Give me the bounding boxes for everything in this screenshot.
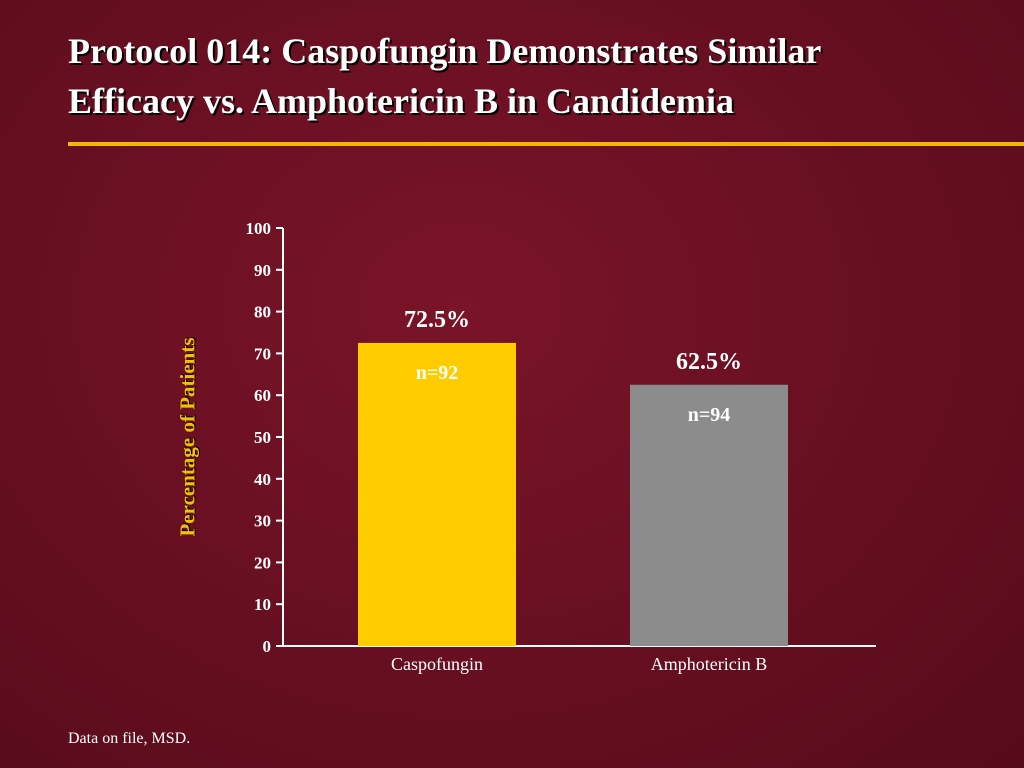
y-tick-label: 100: [246, 219, 272, 238]
slide-title-line1: Protocol 014: Caspofungin Demonstrates S…: [68, 31, 822, 71]
slide-title: Protocol 014: Caspofungin Demonstrates S…: [68, 26, 1008, 126]
bar-value-label: 72.5%: [404, 307, 470, 333]
y-tick-label: 50: [254, 428, 271, 447]
y-tick-label: 0: [263, 637, 272, 656]
y-tick-label: 90: [254, 261, 271, 280]
slide-title-line2: Efficacy vs. Amphotericin B in Candidemi…: [68, 81, 735, 121]
y-tick-label: 40: [254, 470, 271, 489]
title-divider: [68, 142, 1024, 146]
y-tick-label: 30: [254, 512, 271, 531]
bar-n-label: n=94: [688, 404, 731, 426]
y-tick-label: 60: [254, 386, 271, 405]
y-tick-label: 10: [254, 595, 271, 614]
bar-n-label: n=92: [416, 362, 459, 384]
footnote: Data on file, MSD.: [68, 730, 191, 747]
x-category-label: Caspofungin: [391, 654, 483, 674]
bar-value-label: 62.5%: [676, 349, 742, 375]
x-category-label: Amphotericin B: [651, 654, 767, 674]
y-tick-label: 80: [254, 303, 271, 322]
bar: [630, 384, 788, 646]
y-tick-label: 20: [254, 553, 271, 572]
y-tick-label: 70: [254, 344, 271, 363]
bar: [358, 342, 516, 646]
